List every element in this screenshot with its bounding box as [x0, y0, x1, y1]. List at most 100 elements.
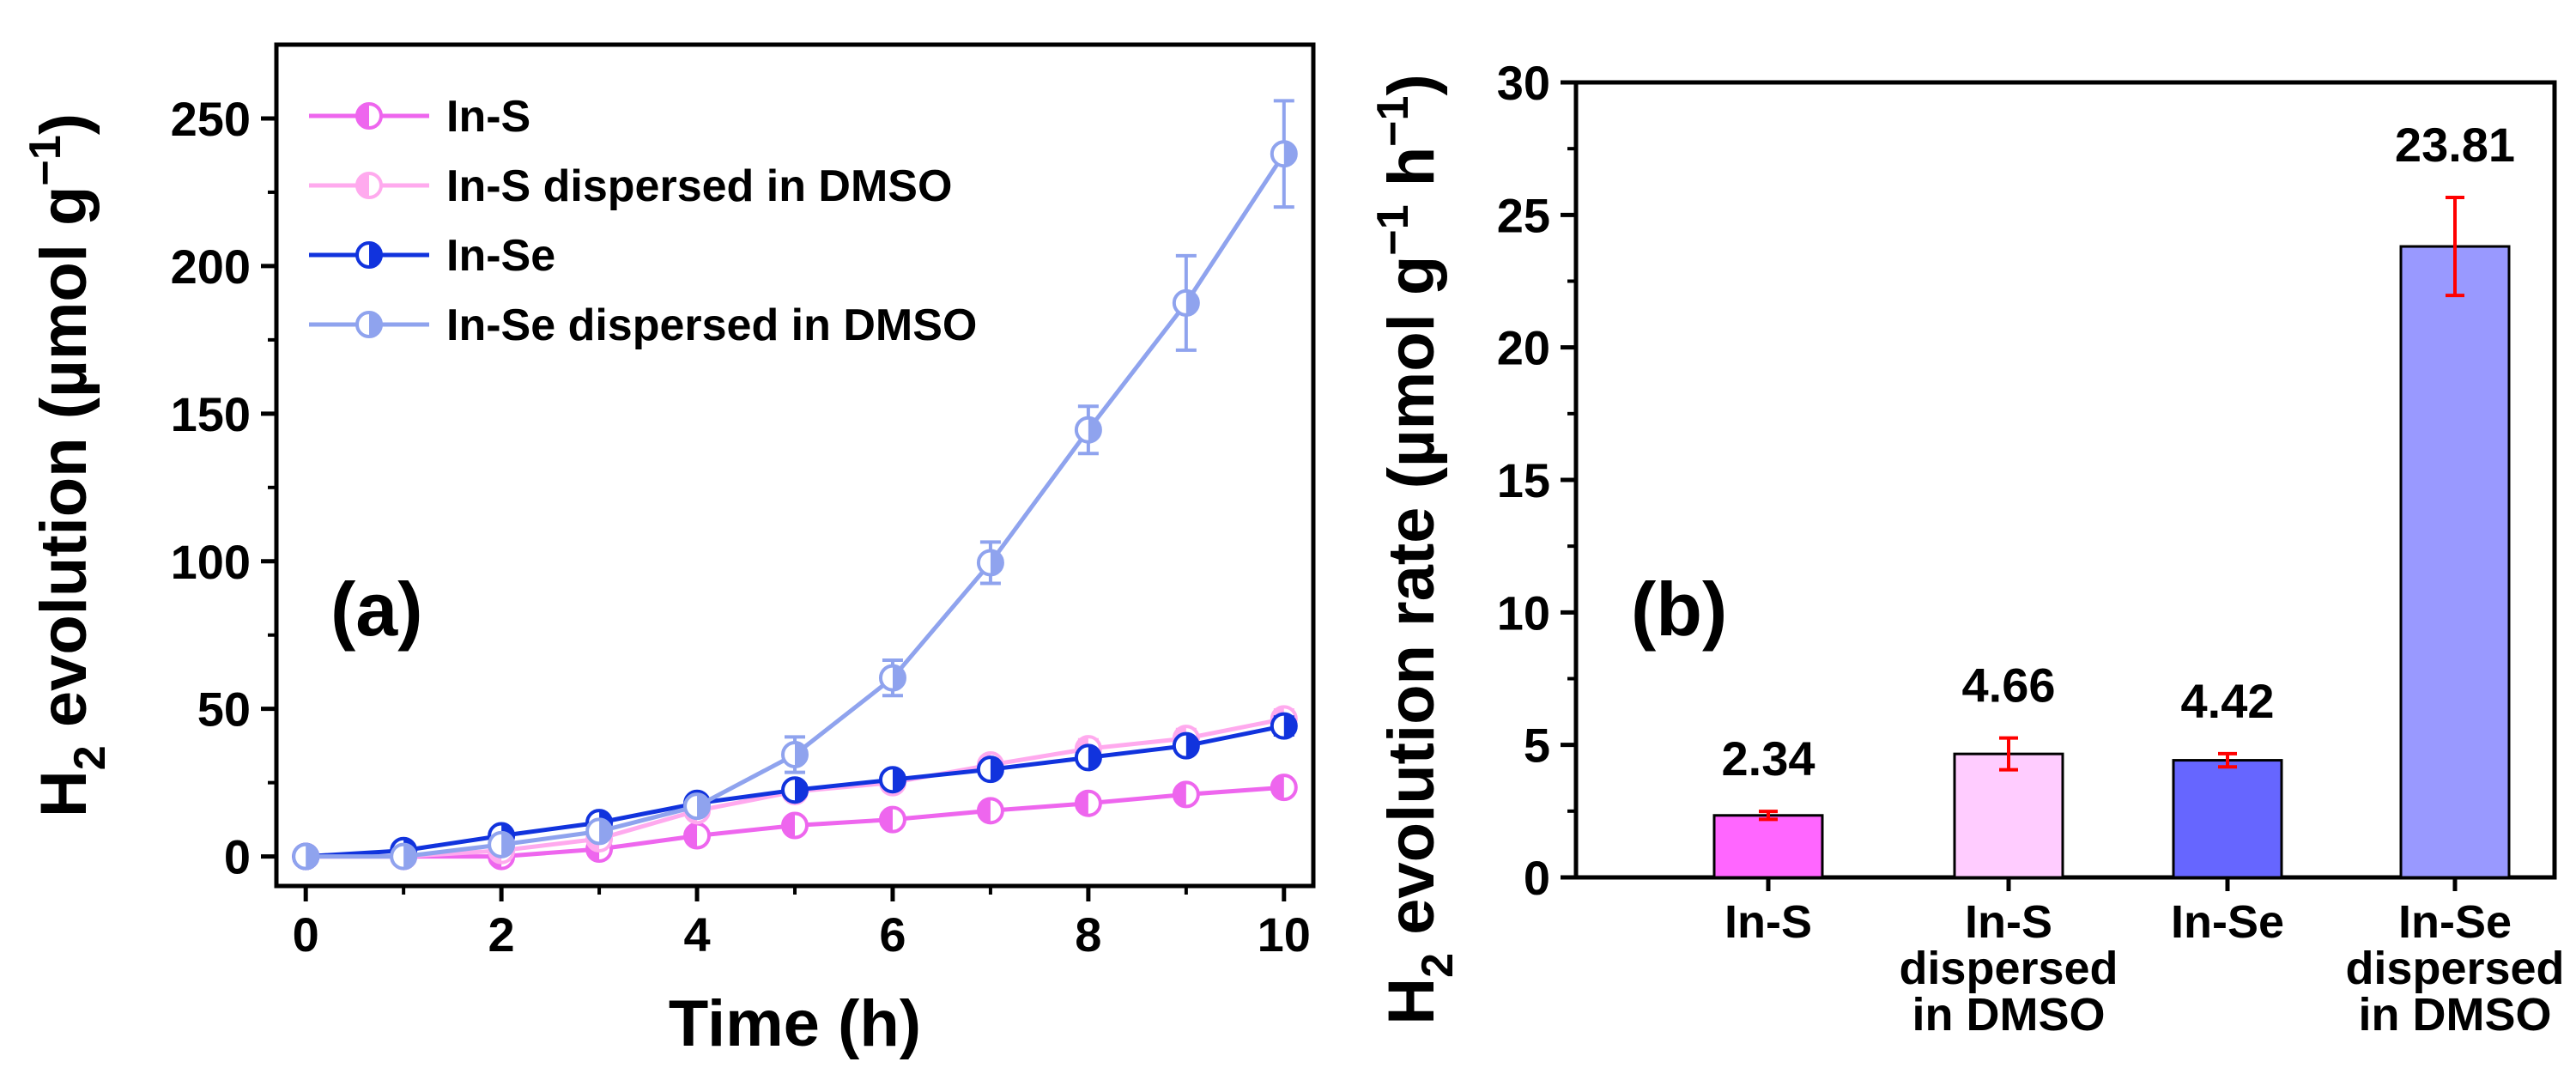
x-tick-label-a: 4: [683, 907, 710, 962]
marker-fill: [880, 807, 893, 832]
y-tick-label-b: 5: [1524, 719, 1550, 773]
panel-b-bar-chart: 0 5 10 15 20 25 30 2.34 In-S 4.66In-Sdispersedin…: [1368, 56, 2565, 1041]
legend-label: In-Se dispersed in DMSO: [446, 300, 977, 350]
y-axis-label-b: H2 evolution rate (µmol g−1 h−1): [1368, 74, 1463, 1025]
marker-fill: [403, 844, 416, 869]
y-tick-label-a: 250: [171, 92, 251, 146]
marker-fill: [892, 665, 905, 690]
x-tick-label-b: in DMSO: [1912, 989, 2106, 1041]
x-tick-label-a: 10: [1258, 907, 1311, 962]
legend-marker: [355, 311, 383, 338]
y-tick-label-b: 30: [1497, 56, 1550, 110]
bar: [1712, 814, 1824, 879]
x-tick-label-b: In-S: [1724, 896, 1812, 948]
marker-fill: [1185, 290, 1198, 315]
data-point: [1074, 416, 1102, 444]
marker-fill: [795, 778, 808, 803]
legend-label: In-Se: [446, 231, 555, 281]
legend-marker: [355, 102, 383, 130]
marker-fill: [685, 823, 698, 848]
legend-item: In-Se dispersed in DMSO: [309, 300, 977, 350]
data-point: [878, 766, 906, 794]
data-point: [1172, 288, 1200, 317]
y-tick-label-a: 0: [224, 830, 251, 884]
marker-fill: [892, 768, 905, 792]
data-point: [683, 792, 712, 821]
marker-fill: [1088, 417, 1100, 442]
data-point: [781, 740, 809, 768]
bar-group: 2.34 In-S: [1712, 731, 1824, 948]
y-tick-label-b: 10: [1497, 586, 1550, 640]
marker-fill: [1076, 791, 1088, 816]
marker-fill: [1271, 775, 1284, 800]
data-point: [976, 797, 1004, 825]
data-point: [292, 842, 320, 871]
x-tick-label-a: 2: [488, 907, 515, 962]
data-point: [781, 811, 809, 840]
data-point: [390, 842, 418, 871]
data-label: 4.42: [2181, 674, 2275, 728]
data-point: [488, 830, 516, 859]
data-point: [878, 664, 906, 692]
marker-fill: [990, 550, 1003, 575]
legend-item: In-S: [309, 92, 530, 142]
data-point: [1172, 780, 1200, 809]
bar: [1953, 752, 2064, 879]
y-tick-label-b: 15: [1497, 453, 1550, 507]
legend-label: In-S: [446, 92, 530, 142]
x-tick-label-a: 6: [879, 907, 906, 962]
data-point: [1074, 743, 1102, 772]
marker-fill: [1173, 782, 1186, 807]
x-tick-label-b: dispersed: [1899, 943, 2118, 994]
legend-a: In-S In-S dispersed in DMSO In-Se In-Se dis…: [309, 92, 977, 350]
x-tick-label-b: in DMSO: [2359, 989, 2552, 1041]
bar: [2399, 245, 2511, 879]
marker-fill: [1088, 745, 1100, 770]
data-point: [878, 805, 906, 834]
marker-fill: [357, 173, 369, 197]
y-axis-label-a: H2 evolution (µmol g−1): [21, 113, 115, 817]
data-point: [976, 755, 1004, 784]
marker-fill: [369, 312, 381, 337]
marker-fill: [697, 794, 710, 819]
legend-item: In-S dispersed in DMSO: [309, 161, 952, 211]
legend-label: In-S dispersed in DMSO: [446, 161, 952, 211]
x-tick-label-a: 8: [1075, 907, 1101, 962]
marker-fill: [990, 757, 1003, 782]
data-point: [976, 549, 1004, 577]
series-in-se-dispersed-in-dmso: [292, 99, 1298, 871]
data-point: [1270, 140, 1298, 168]
x-tick-label-b: In-Se: [2398, 896, 2512, 948]
x-tick-label-b: In-Se: [2171, 896, 2284, 948]
data-point: [683, 822, 712, 850]
y-tick-label-b: 20: [1497, 321, 1550, 375]
y-tick-label-b: 0: [1524, 851, 1550, 905]
data-point: [781, 776, 809, 804]
legend-marker: [355, 172, 383, 199]
data-label: 4.66: [1962, 658, 2056, 713]
marker-fill: [1185, 733, 1198, 758]
marker-fill: [795, 742, 808, 767]
data-point: [1074, 789, 1102, 817]
marker-fill: [783, 813, 795, 838]
data-point: [1270, 774, 1298, 802]
marker-fill: [306, 844, 318, 869]
data-label: 23.81: [2395, 118, 2515, 172]
marker-fill: [978, 798, 991, 823]
data-point: [1172, 731, 1200, 760]
bar-group: 4.42 In-Se: [2171, 674, 2284, 948]
y-tick-label-b: 25: [1497, 188, 1550, 242]
x-tick-label-b: dispersed: [2345, 943, 2564, 994]
panel-label-a: (a): [330, 567, 423, 652]
x-axis-label-a: Time (h): [669, 987, 921, 1060]
data-label: 2.34: [1722, 731, 1815, 786]
x-tick-label-a: 0: [293, 907, 319, 962]
legend-marker: [355, 241, 383, 269]
marker-fill: [1283, 713, 1296, 738]
marker-fill: [369, 243, 381, 267]
y-tick-label-a: 100: [171, 535, 251, 589]
